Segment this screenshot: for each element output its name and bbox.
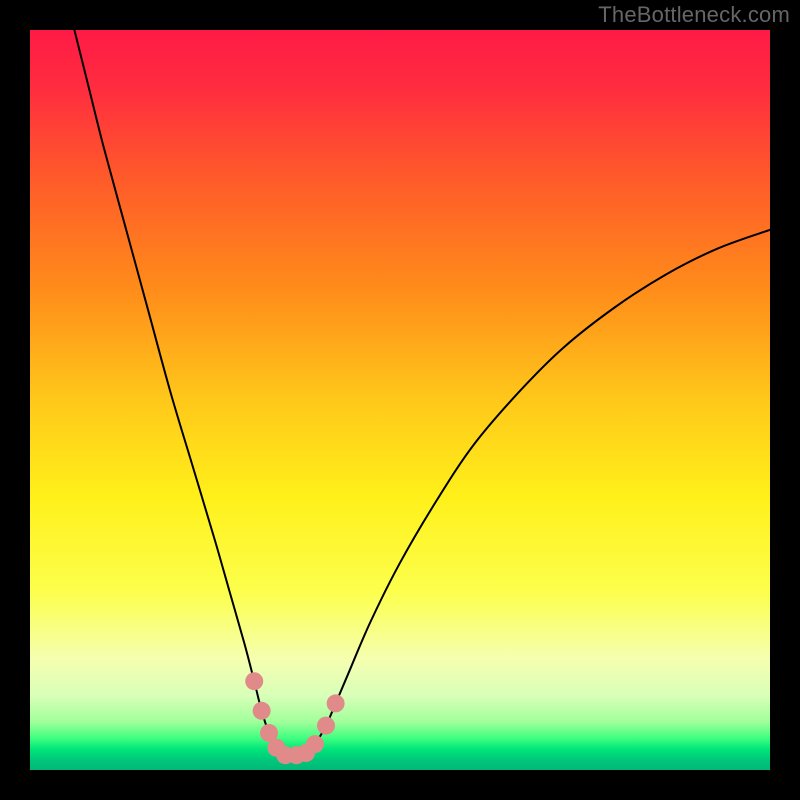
highlight-marker	[253, 702, 271, 720]
highlight-marker	[245, 672, 263, 690]
highlight-marker	[327, 694, 345, 712]
watermark-text: TheBottleneck.com	[598, 2, 790, 28]
chart-container: TheBottleneck.com	[0, 0, 800, 800]
highlight-marker	[317, 717, 335, 735]
plot-background	[30, 30, 770, 770]
highlight-marker	[306, 735, 324, 753]
bottleneck-chart	[0, 0, 800, 800]
